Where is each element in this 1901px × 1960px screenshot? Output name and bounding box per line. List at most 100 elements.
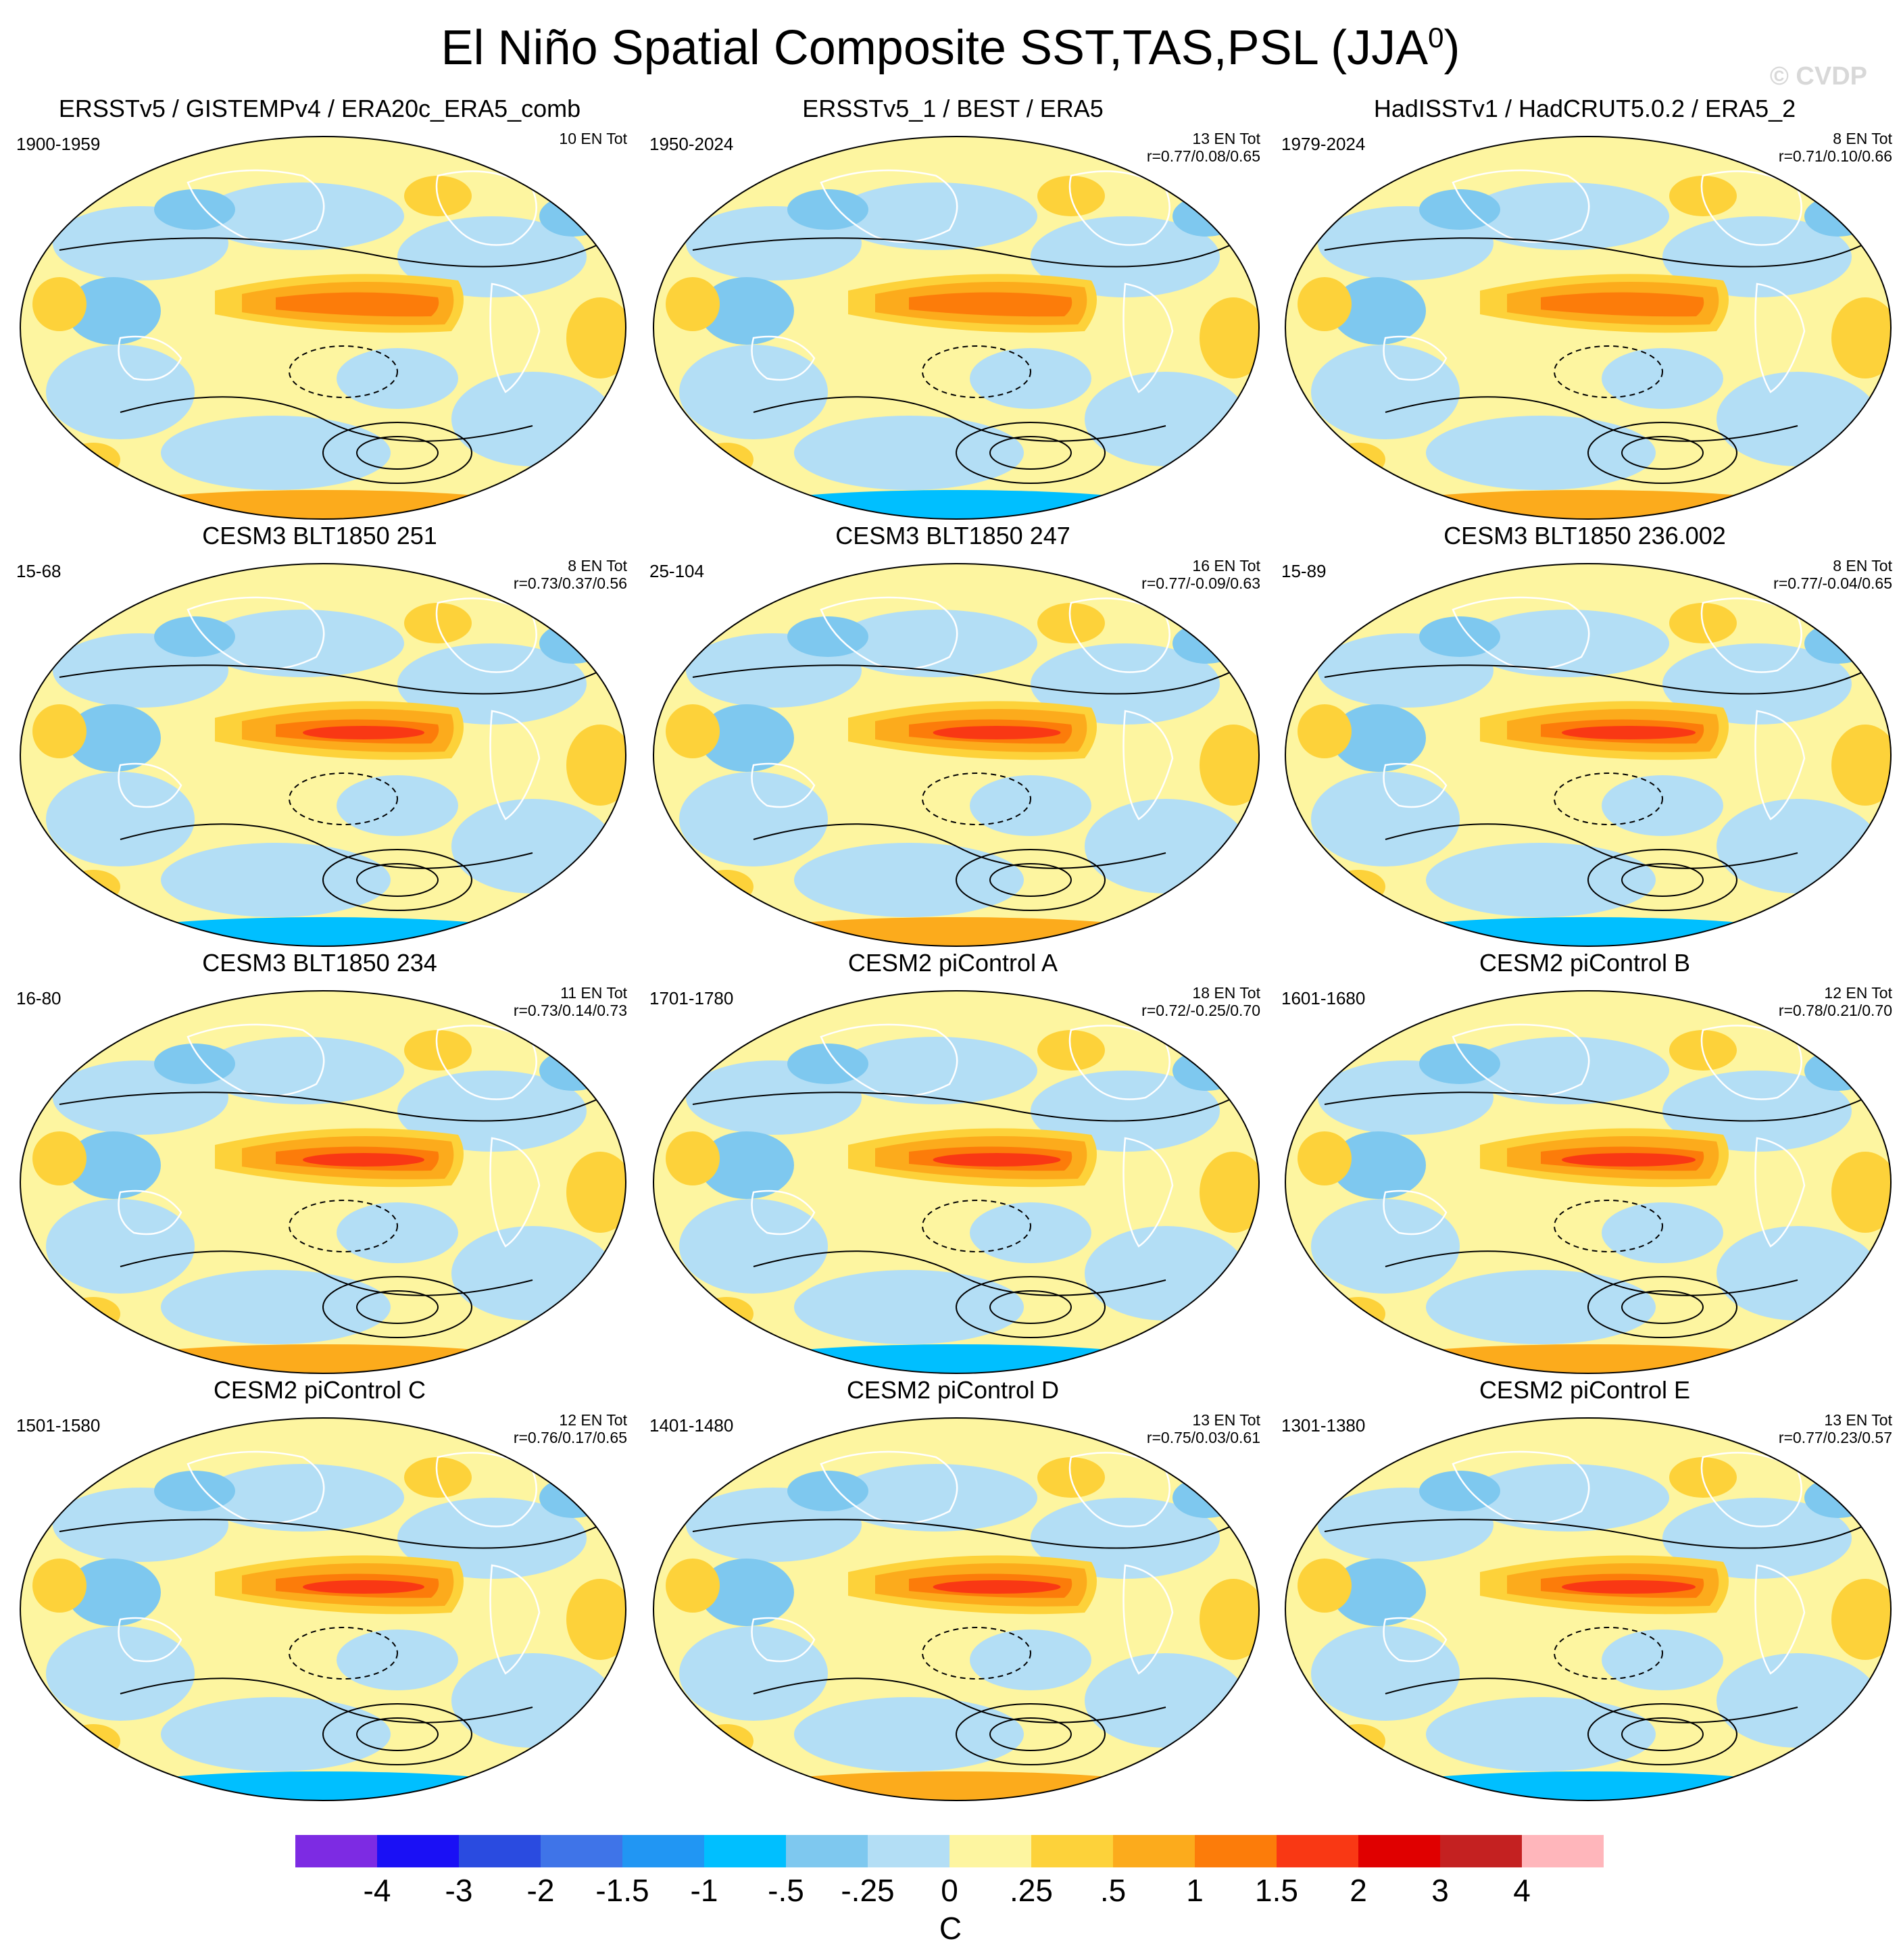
anomaly-patch — [201, 610, 404, 677]
colorbar-swatch — [704, 1835, 786, 1867]
anomaly-patch — [1331, 1297, 1385, 1331]
anomaly-patch — [1331, 1559, 1426, 1626]
panel-title: ERSSTv5 / GISTEMPv4 / ERA20c_ERA5_comb — [58, 95, 581, 122]
anomaly-patch — [1831, 1579, 1891, 1660]
pattern-correlation: r=0.76/0.17/0.65 — [513, 1429, 627, 1446]
colorbar-swatch — [1522, 1835, 1604, 1867]
colorbar-tick-label: -3 — [445, 1873, 473, 1908]
coastline — [751, 335, 816, 381]
psl-contour-positive — [1587, 1276, 1737, 1338]
anomaly-patch — [66, 1131, 161, 1199]
warm-tongue-core — [909, 292, 1072, 317]
anomaly-patch — [46, 1199, 195, 1294]
coastline — [1754, 1564, 1806, 1675]
map-border — [20, 1417, 626, 1801]
coastline — [1383, 1190, 1448, 1235]
anomaly-patch — [1331, 1131, 1426, 1199]
psl-contour-positive — [989, 1717, 1072, 1751]
coastline — [1700, 1025, 1802, 1100]
coastline — [118, 762, 182, 808]
map-panel: CESM2 piControl C 1501-1580 12 EN Tot r=0.7… — [5, 1376, 634, 1803]
coastline — [1122, 1564, 1174, 1675]
warm-tongue-core — [276, 292, 439, 317]
southern-ocean-band — [100, 917, 546, 946]
anomaly-patch — [1426, 1270, 1656, 1344]
map-plot — [1285, 1417, 1892, 1801]
panel-event-count: 8 EN Tot r=0.71/0.10/0.66 — [1779, 130, 1892, 165]
coastline — [1383, 762, 1448, 808]
anomaly-patch — [1831, 1152, 1891, 1233]
map-border — [653, 990, 1260, 1374]
coastline — [1383, 1617, 1448, 1663]
anomaly-patch — [397, 643, 587, 725]
psl-contour-positive — [1587, 849, 1737, 911]
anomaly-patch — [794, 1697, 1024, 1771]
panel-event-count: 13 EN Tot r=0.77/0.23/0.57 — [1779, 1411, 1892, 1446]
anomaly-patch — [835, 1464, 1037, 1532]
coastline — [820, 1023, 958, 1098]
panel-title: CESM2 piControl D — [846, 1376, 1060, 1404]
map-panel: HadISSTv1 / HadCRUT5.0.2 / ERA5_2 1979-20… — [1270, 95, 1899, 522]
psl-contour-positive — [59, 236, 614, 268]
panel-event-count: 16 EN Tot r=0.77/-0.09/0.63 — [1141, 557, 1260, 592]
southern-ocean-band — [1365, 1771, 1811, 1800]
anomaly-patch — [1200, 297, 1259, 378]
event-total: 12 EN Tot — [559, 1411, 627, 1429]
psl-contour-negative — [289, 345, 398, 398]
psl-contour-positive — [1621, 1717, 1704, 1751]
anomaly-patch — [1031, 1498, 1220, 1579]
anomaly-patch — [794, 1270, 1024, 1344]
anomaly-patch — [566, 1579, 626, 1660]
coastline — [1122, 283, 1174, 393]
figure-title: El Niño Spatial Composite SST,TAS,PSL (J… — [441, 21, 1460, 75]
coastline — [1754, 1137, 1806, 1248]
psl-contour-positive — [120, 1250, 533, 1296]
psl-contour-positive — [692, 663, 1248, 695]
psl-contour-negative — [1554, 1200, 1663, 1252]
anomaly-patch — [337, 775, 458, 836]
warm-tongue-peak — [933, 726, 1061, 739]
anomaly-patch — [1804, 1477, 1872, 1518]
panel-period: 15-68 — [16, 561, 61, 581]
anomaly-patch — [699, 870, 754, 904]
warm-tongue-peak — [1562, 1580, 1696, 1594]
anomaly-patch — [161, 1697, 391, 1771]
panel-event-count: 13 EN Tot r=0.77/0.08/0.65 — [1147, 130, 1260, 165]
cvdp-watermark: © CVDP — [1769, 62, 1867, 91]
anomaly-patch — [699, 1297, 754, 1331]
anomaly-patch — [161, 1270, 391, 1344]
psl-contour-positive — [989, 436, 1072, 470]
anomaly-patch — [1298, 1559, 1352, 1613]
anomaly-patch — [397, 216, 587, 297]
psl-contour-positive — [753, 823, 1166, 869]
anomaly-patch — [1172, 1477, 1240, 1518]
anomaly-patch — [201, 1464, 404, 1532]
coastline — [435, 1025, 537, 1100]
southern-ocean-band — [733, 1344, 1179, 1373]
anomaly-patch — [1311, 345, 1460, 439]
coastline — [1452, 1450, 1590, 1525]
colorbar — [295, 1835, 1604, 1867]
coastline — [1068, 1452, 1170, 1527]
pattern-correlation: r=0.77/0.23/0.57 — [1778, 1429, 1892, 1446]
coastline — [187, 1450, 325, 1525]
anomaly-patch — [32, 277, 87, 331]
psl-contour-positive — [1385, 396, 1798, 442]
anomaly-patch — [66, 1724, 120, 1758]
panel-event-count: 8 EN Tot r=0.73/0.37/0.56 — [514, 557, 627, 592]
psl-contour-positive — [1324, 236, 1879, 268]
southern-ocean-band — [1365, 917, 1811, 946]
event-total: 10 EN Tot — [559, 130, 627, 147]
anomaly-patch — [566, 1152, 626, 1233]
anomaly-patch — [1466, 182, 1669, 250]
colorbar-swatch — [541, 1835, 622, 1867]
anomaly-patch — [1331, 1724, 1385, 1758]
anomaly-patch — [66, 443, 120, 476]
coastline — [1700, 170, 1802, 246]
coastline — [435, 170, 537, 246]
anomaly-patch — [970, 348, 1091, 409]
coastline — [435, 597, 537, 673]
anomaly-patch — [1031, 216, 1220, 297]
anomaly-patch — [666, 704, 720, 758]
psl-contour-positive — [120, 396, 533, 442]
